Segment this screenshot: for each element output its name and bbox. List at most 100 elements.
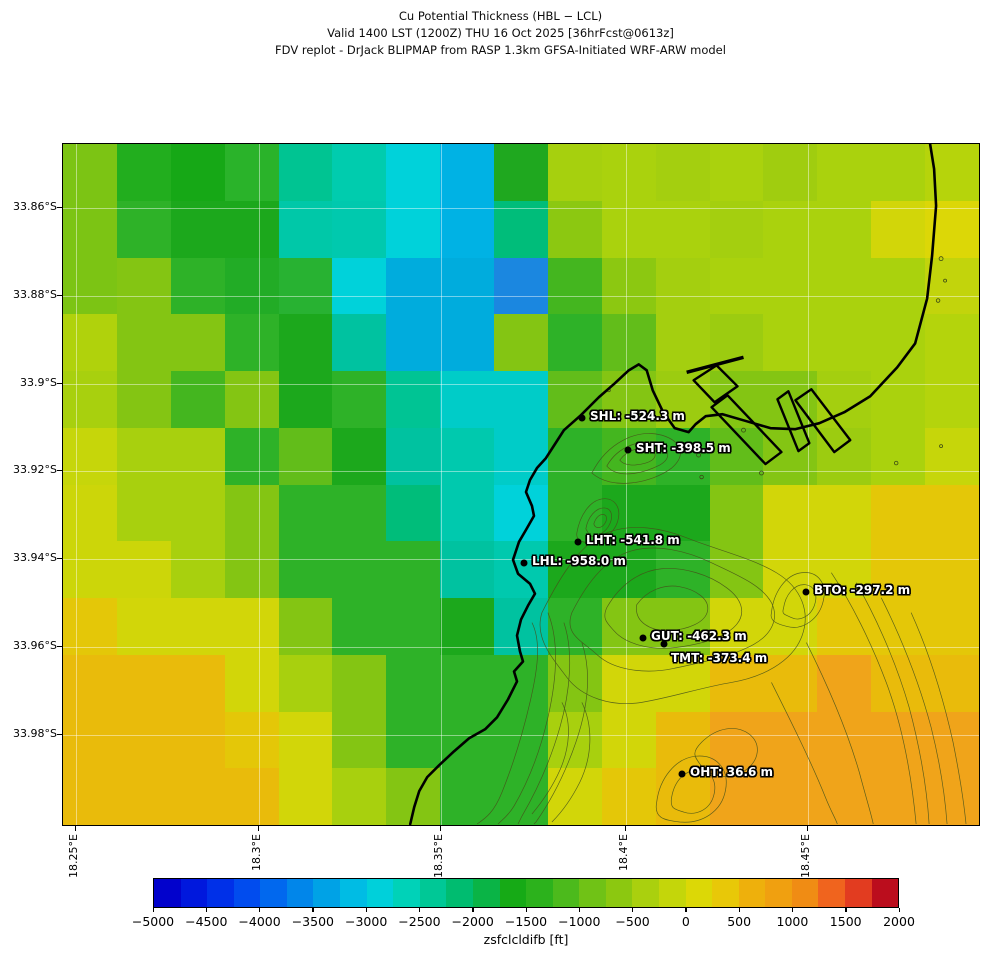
raster-cell bbox=[440, 427, 495, 485]
colorbar-tick-mark bbox=[685, 908, 687, 912]
raster-cell bbox=[547, 484, 602, 542]
raster-cell bbox=[817, 427, 872, 485]
raster-cell bbox=[709, 654, 764, 712]
colorbar-segment bbox=[340, 879, 367, 907]
raster-cell bbox=[116, 598, 171, 655]
colorbar-segment bbox=[818, 879, 846, 907]
graticule-lon-line bbox=[76, 144, 77, 825]
raster-cell bbox=[925, 427, 979, 485]
raster-cell bbox=[494, 427, 548, 485]
raster-cell bbox=[224, 314, 279, 371]
map-vector-overlay bbox=[408, 144, 967, 825]
raster-cell bbox=[871, 371, 926, 428]
raster-cell bbox=[709, 200, 764, 258]
raster-cell bbox=[547, 371, 602, 428]
raster-cell bbox=[278, 541, 333, 598]
colorbar-tick-label: −1000 bbox=[558, 914, 601, 929]
raster-cell bbox=[63, 541, 117, 598]
raster-cell bbox=[547, 711, 602, 769]
colorbar-tick-mark bbox=[525, 908, 527, 912]
colorbar-tick-mark bbox=[898, 908, 900, 912]
raster-cell bbox=[601, 371, 656, 428]
raster-cell bbox=[170, 541, 225, 598]
raster-cell bbox=[63, 768, 117, 825]
raster-cell bbox=[332, 427, 387, 485]
raster-cell bbox=[63, 654, 117, 712]
colorbar-segment bbox=[738, 879, 766, 907]
x-tick-mark bbox=[74, 826, 76, 831]
raster-cell bbox=[224, 598, 279, 655]
raster-cell bbox=[224, 427, 279, 485]
colorbar-segment bbox=[313, 879, 341, 907]
raster-cell bbox=[278, 200, 333, 258]
harbour-structures bbox=[686, 355, 852, 466]
station-layer: SHL: -524.3 m SHT: -398.5 m LHT: -541.8 m L… bbox=[63, 144, 979, 825]
colorbar-tick-label: −2000 bbox=[451, 914, 494, 929]
station-marker-oht bbox=[678, 770, 686, 778]
y-tick-label: 33.88°S bbox=[13, 288, 57, 301]
raster-cell bbox=[440, 541, 495, 598]
raster-cell bbox=[224, 371, 279, 428]
raster-cell bbox=[278, 371, 333, 428]
station-label-lht: LHT: -541.8 m bbox=[586, 533, 680, 547]
raster-cell bbox=[170, 768, 225, 825]
raster-cell bbox=[278, 654, 333, 712]
raster-cell bbox=[386, 144, 441, 201]
raster-cell bbox=[116, 768, 171, 825]
raster-cell bbox=[332, 144, 387, 201]
raster-cell bbox=[278, 144, 333, 201]
raster-cell bbox=[278, 768, 333, 825]
raster-cell bbox=[386, 484, 441, 542]
colorbar-tick-mark bbox=[738, 908, 740, 912]
raster-cell bbox=[63, 427, 117, 485]
raster-cell bbox=[817, 314, 872, 371]
raster-cell bbox=[925, 484, 979, 542]
raster-cell bbox=[871, 144, 926, 201]
colorbar-tick-label: 1500 bbox=[829, 914, 862, 929]
y-tick-label: 33.9°S bbox=[20, 376, 57, 389]
colorbar-tick-label: −500 bbox=[615, 914, 650, 929]
colorbar-tick-label: 2000 bbox=[883, 914, 915, 929]
raster-cell bbox=[170, 144, 225, 201]
raster-cell bbox=[332, 541, 387, 598]
y-tick-label: 33.86°S bbox=[13, 200, 57, 213]
graticule-lat-line bbox=[63, 735, 979, 736]
chart-valid-time: Valid 1400 LST (1200Z) THU 16 Oct 2025 [… bbox=[327, 26, 674, 40]
raster-cell bbox=[817, 711, 872, 769]
colorbar-segment bbox=[552, 879, 580, 907]
raster-cell bbox=[440, 654, 495, 712]
colorbar-segment bbox=[472, 879, 500, 907]
colorbar-tick-label: −3500 bbox=[291, 914, 334, 929]
raster-cell bbox=[170, 371, 225, 428]
raster-cell bbox=[763, 144, 818, 201]
raster-cell bbox=[817, 371, 872, 428]
x-tick-label: 18.45°E bbox=[799, 834, 812, 878]
raster-cell bbox=[871, 200, 926, 258]
colorbar-segment bbox=[712, 879, 739, 907]
colorbar-tick-label: −4000 bbox=[238, 914, 281, 929]
colorbar-tick-mark bbox=[791, 908, 794, 912]
raster-cell bbox=[494, 484, 548, 542]
x-tick-label: 18.3°E bbox=[250, 834, 263, 871]
x-tick-mark bbox=[806, 826, 808, 831]
raster-cell bbox=[871, 654, 926, 712]
raster-cell bbox=[440, 314, 495, 371]
station-marker-sht bbox=[624, 446, 632, 454]
raster-cell bbox=[925, 257, 979, 315]
raster-cell bbox=[63, 144, 117, 201]
graticule-lon-line bbox=[808, 144, 809, 825]
terrain-contours bbox=[476, 433, 967, 825]
raster-cell bbox=[116, 654, 171, 712]
raster-cell bbox=[224, 654, 279, 712]
raster-cell bbox=[655, 711, 710, 769]
raster-cell bbox=[871, 598, 926, 655]
graticule-lat-line bbox=[63, 384, 979, 385]
raster-cell bbox=[170, 257, 225, 315]
raster-cell bbox=[494, 768, 548, 825]
y-tick-label: 33.92°S bbox=[13, 463, 57, 476]
raster-cell bbox=[332, 654, 387, 712]
raster-cell bbox=[494, 314, 548, 371]
station-label-bto: BTO: -297.2 m bbox=[814, 583, 911, 597]
colorbar-segment bbox=[233, 879, 261, 907]
raster-cell bbox=[547, 541, 602, 598]
